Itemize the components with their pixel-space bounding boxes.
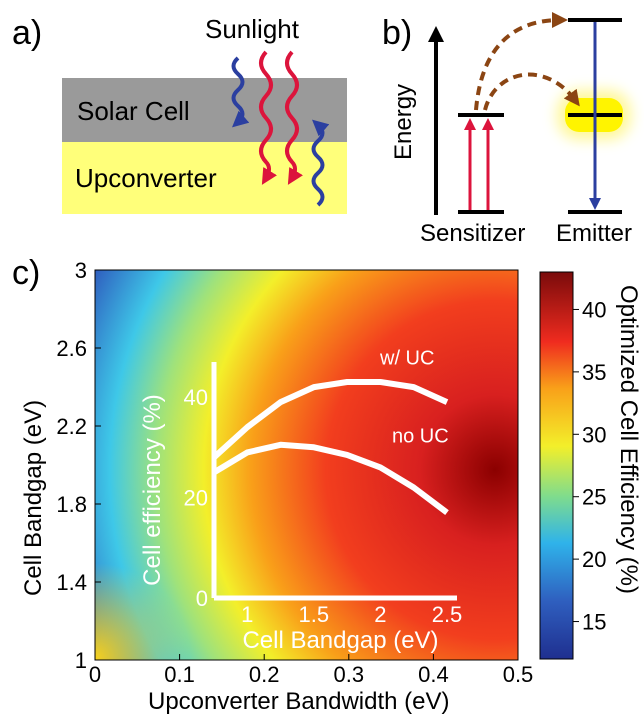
inset-series-label-no-uc: no UC [392,425,449,447]
panel-c: c) [0,250,644,722]
colorbar-tick-label: 30 [582,422,606,447]
colorbar-tick-label: 20 [582,547,606,572]
colorbar-tick-layer: 15 20 25 30 35 40 [573,297,606,635]
panel-b-letter: b) [382,14,413,52]
y-tick-label: 1.4 [56,570,87,595]
blue-photon-incoming [231,56,250,128]
x-tick-label: 0.2 [249,662,280,687]
x-tick-label: 0.4 [418,662,449,687]
inset-y-tick-label: 20 [184,486,208,511]
solar-cell-label: Solar Cell [77,96,190,126]
panel-b: b) Energy Sensitizer Emitter [370,0,644,255]
heatmap-tick-layer: 0 0.1 0.2 0.3 0.4 0.5 1 1.4 1.8 2.2 2.6 3 [56,258,533,687]
x-tick-label: 0.1 [164,662,195,687]
transfer-arrow-top [474,12,568,111]
solar-cell-layer [62,78,347,142]
inset-y-axis-title: Cell efficiency (%) [139,394,166,586]
inset-chart: 1 1.5 2 2.5 0 20 40 w/ UC no UC Cell Bandgap (eV)… [139,347,462,654]
panel-a-letter: a) [12,14,43,52]
colorbar [539,271,574,660]
inset-x-axis-title: Cell Bandgap (eV) [242,627,438,654]
inset-x-tick-label: 1 [241,602,253,627]
colorbar-tick-label: 25 [582,485,606,510]
emitter-label: Emitter [556,220,633,247]
red-photon-1 [259,50,277,185]
sunlight-label: Sunlight [205,14,299,44]
colorbar-tick-label: 40 [582,297,606,322]
y-axis-title: Cell Bandgap (eV) [20,399,47,596]
sensitizer-label: Sensitizer [420,220,526,247]
x-tick-label: 0.3 [334,662,365,687]
colorbar-tick-label: 15 [582,610,606,635]
inset-x-tick-label: 1.5 [299,602,330,627]
red-photon-2 [285,50,303,185]
x-tick-label: 0 [89,662,101,687]
blue-photon-upconverted [311,119,330,207]
energy-diagram [428,12,622,215]
x-axis-title: Upconverter Bandwidth (eV) [148,688,450,715]
y-tick-label: 1.8 [56,492,87,517]
inset-series-line [211,379,449,460]
inset-series-label-uc: w/ UC [379,347,434,369]
heatmap-corner-glow [95,560,215,660]
inset-x-tick-label: 2.5 [432,602,463,627]
panel-c-letter: c) [12,254,41,292]
inset-series-line [212,441,449,515]
inset-y-tick-label: 0 [196,586,208,611]
y-tick-label: 2.6 [56,336,87,361]
colorbar-tick-label: 35 [582,360,606,385]
y-tick-label: 1 [75,648,87,673]
photon-arrows [231,50,330,207]
y-tick-label: 2.2 [56,414,87,439]
inset-x-tick-label: 2 [374,602,386,627]
colorbar-title: Optimized Cell Efficiency (%) [615,285,642,594]
y-tick-label: 3 [75,258,87,283]
panel-a: a) Sunlight Solar Cell Upconverter [0,0,370,230]
inset-y-tick-label: 40 [184,385,208,410]
x-tick-label: 0.5 [503,662,534,687]
heatmap-frame [94,269,519,661]
upconverter-label: Upconverter [75,163,217,193]
